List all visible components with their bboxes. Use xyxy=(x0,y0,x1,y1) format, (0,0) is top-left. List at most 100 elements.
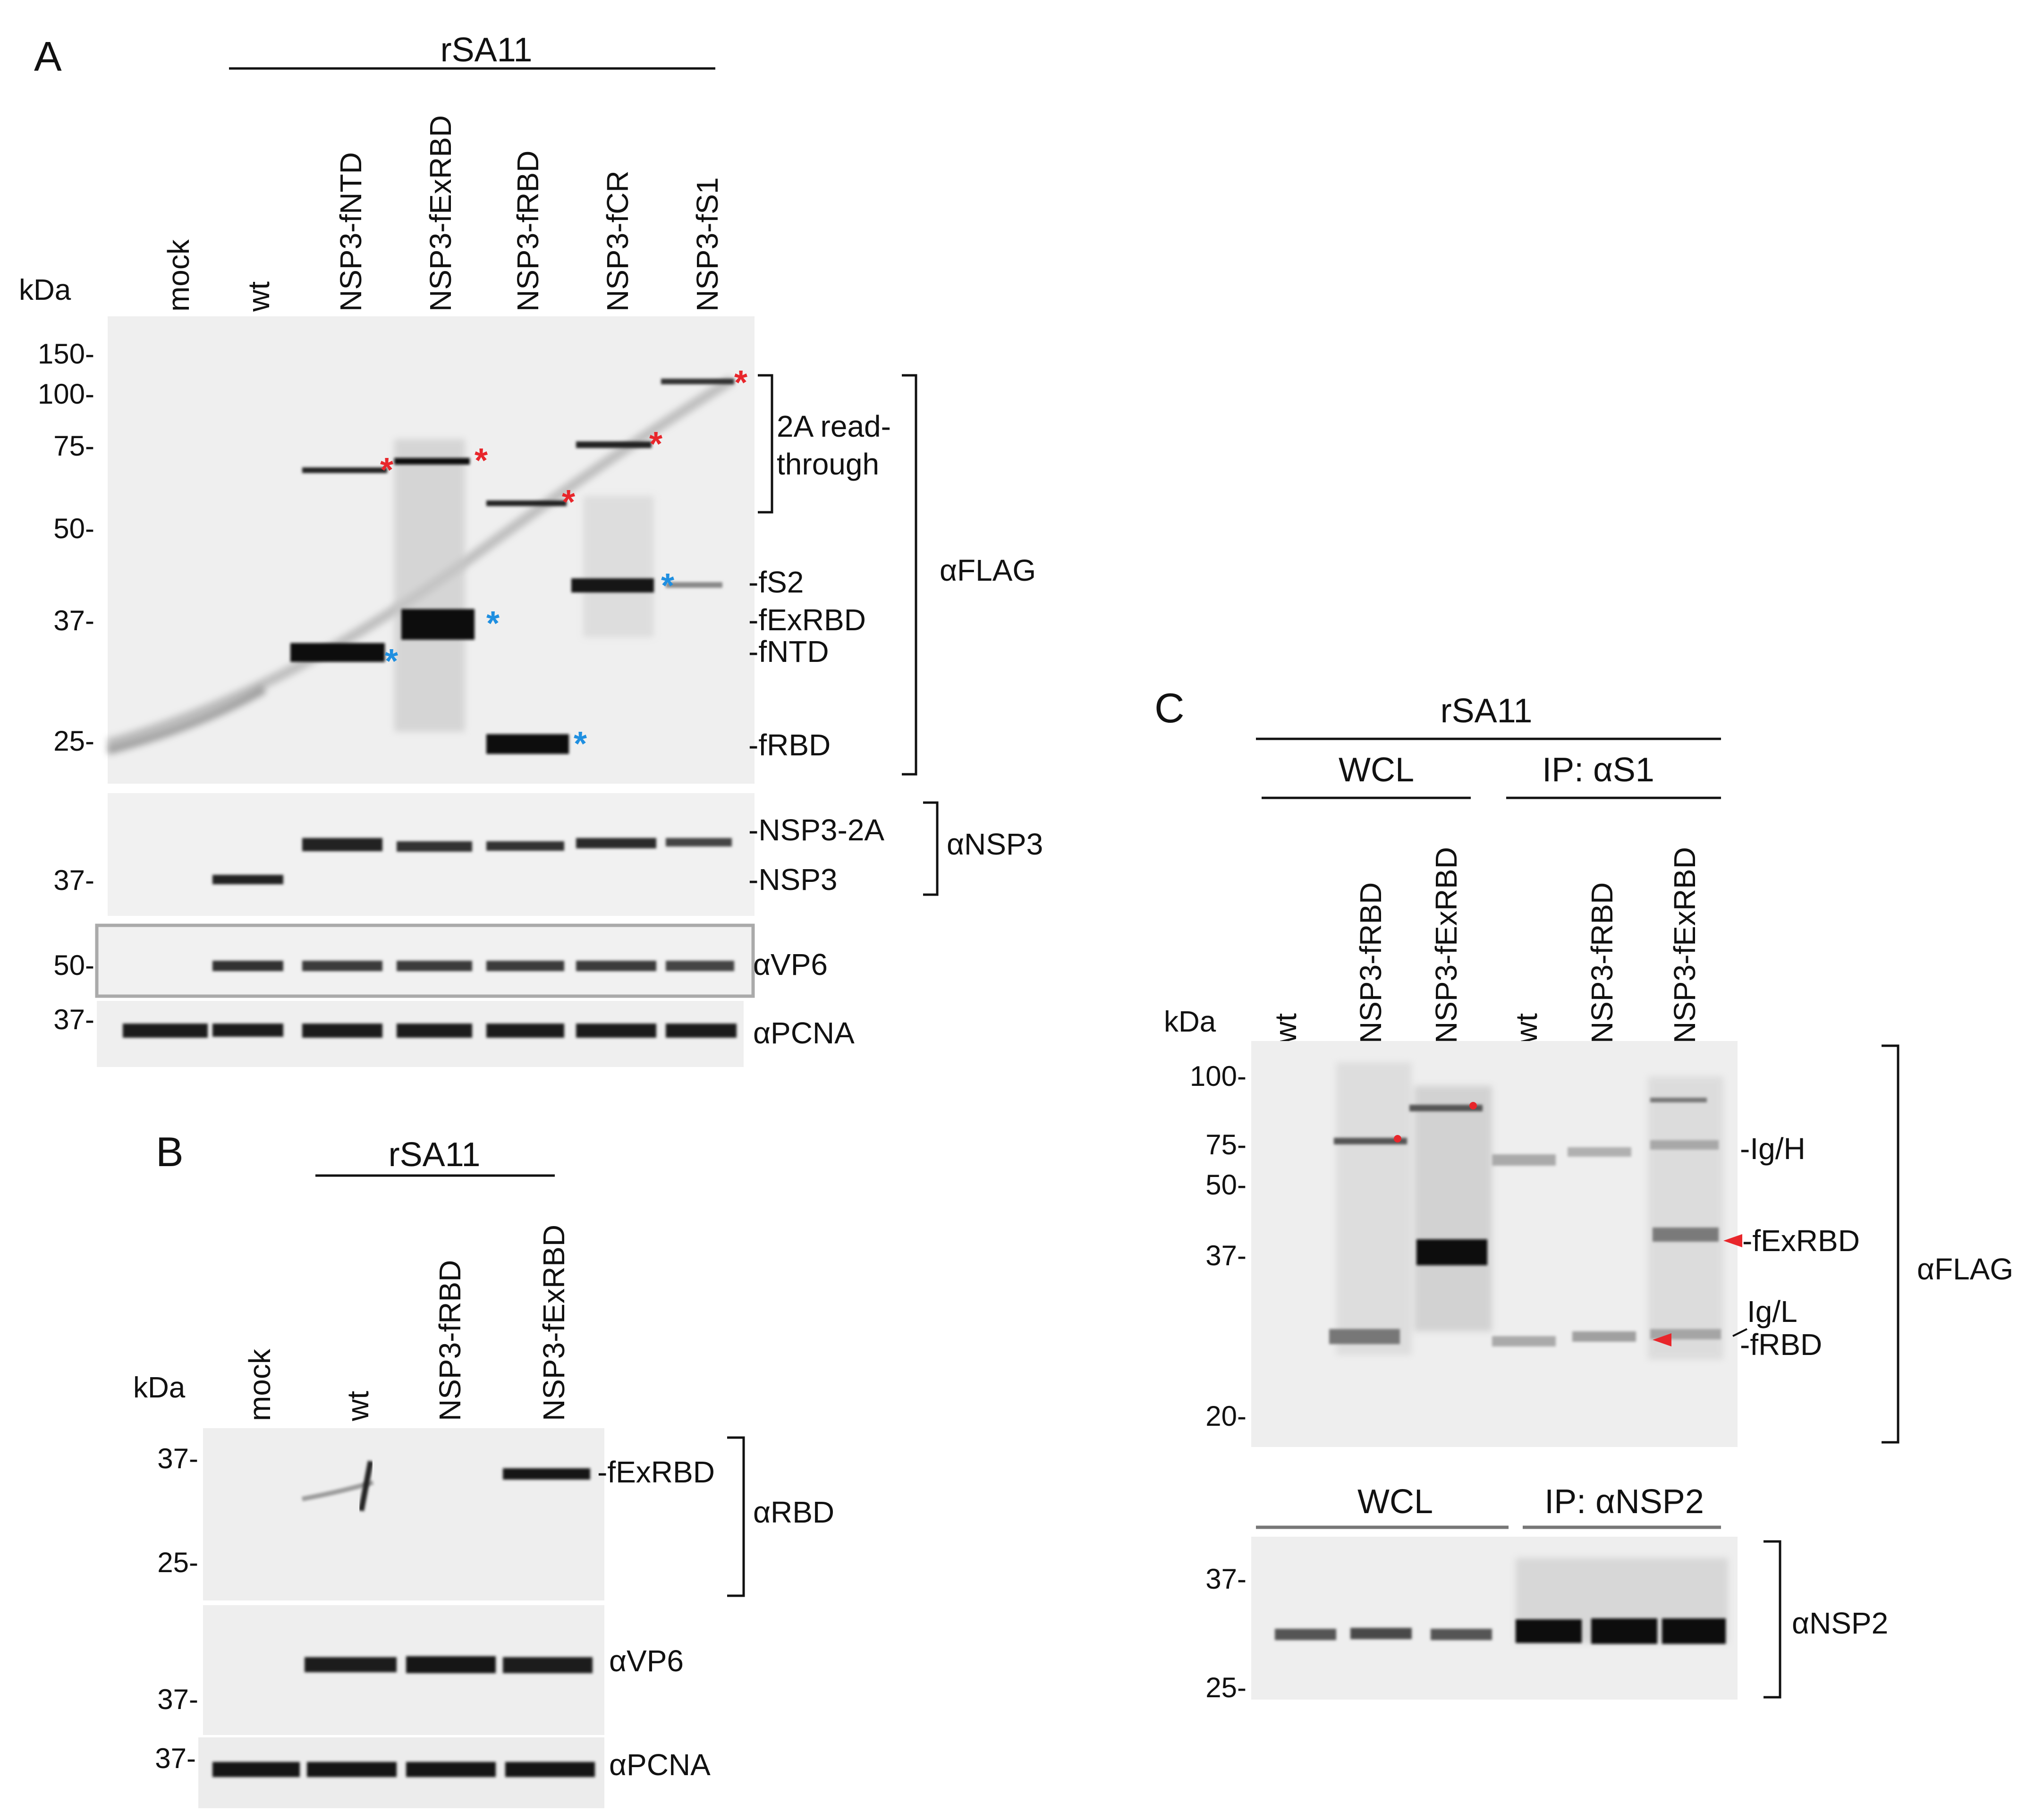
lane-label-wt: wt xyxy=(242,281,276,312)
panel-a-group-label: rSA11 xyxy=(441,31,533,69)
readthrough-dot xyxy=(1469,1102,1477,1109)
band-label-nsp3: -NSP3 xyxy=(748,863,838,897)
nsp2-bracket xyxy=(1764,1540,1781,1699)
lane-label-nsp3-frbd: NSP3-fRBD xyxy=(511,151,545,312)
rbd-bracket xyxy=(727,1436,745,1597)
panel-a-vp6-blot xyxy=(95,923,755,998)
lane-label-nsp3-fexrbd: NSP3-fExRBD xyxy=(537,1225,571,1421)
panel-a-lane-labels: mock wt NSP3-fNTD NSP3-fExRBD NSP3-fRBD … xyxy=(161,115,724,312)
panel-c: C rSA11 WCL IP: αS1 wt NSP3-fRBD NSP3-fE… xyxy=(1154,685,2013,1703)
arrowhead-marker xyxy=(1653,1333,1671,1346)
mw-marker: 50- xyxy=(1205,1169,1246,1201)
mw-marker: 25- xyxy=(1205,1672,1246,1703)
antibody-label-pcna: αPCNA xyxy=(609,1748,711,1782)
lane-label-wt: wt xyxy=(341,1391,375,1422)
mw-marker: 37- xyxy=(53,1004,94,1035)
antibody-label-rbd: αRBD xyxy=(753,1495,834,1529)
mw-marker: 75- xyxy=(53,430,94,462)
panel-b: B rSA11 mock wt NSP3-fRBD NSP3-fExRBD kD… xyxy=(133,1128,834,1808)
lane-label-nsp3-frbd: NSP3-fRBD xyxy=(433,1260,467,1421)
panel-b-group-label: rSA11 xyxy=(389,1136,481,1174)
readthrough-label-line2: through xyxy=(777,447,879,481)
band-label-fexrbd: -fExRBD xyxy=(1742,1224,1860,1258)
lane-label-nsp3-fexrbd: NSP3-fExRBD xyxy=(1668,847,1702,1043)
lane-label-nsp3-fcr: NSP3-fCR xyxy=(601,170,635,312)
lane-label-wt: wt xyxy=(1269,1013,1303,1044)
mw-marker: 150- xyxy=(38,338,94,370)
panel-c-lower-ip-label: IP: αNSP2 xyxy=(1544,1483,1704,1521)
readthrough-label-line1: 2A read- xyxy=(777,409,891,443)
readthrough-star: * xyxy=(380,451,393,489)
panel-c-ip-s1-label: IP: αS1 xyxy=(1542,751,1654,789)
band-label-nsp3-2a: -NSP3-2A xyxy=(748,813,884,847)
mw-marker: 37- xyxy=(53,864,94,896)
product-star: * xyxy=(486,605,500,643)
readthrough-dot xyxy=(1394,1135,1401,1143)
band-label-frbd: -fRBD xyxy=(1740,1328,1822,1362)
mw-marker: 100- xyxy=(1190,1060,1246,1092)
panel-c-flag-blot xyxy=(1251,1041,1742,1447)
readthrough-bracket xyxy=(758,374,773,514)
panel-b-letter: B xyxy=(156,1128,184,1175)
panel-b-rbd-blot xyxy=(203,1428,604,1600)
readthrough-star: * xyxy=(649,425,662,463)
lane-label-nsp3-frbd: NSP3-fRBD xyxy=(1354,882,1388,1043)
panel-b-lane-labels: mock wt NSP3-fRBD NSP3-fExRBD xyxy=(243,1225,571,1422)
antibody-label-vp6: αVP6 xyxy=(609,1644,684,1678)
antibody-label-flag: αFLAG xyxy=(940,553,1036,587)
panel-b-pcna-blot xyxy=(198,1737,604,1808)
nsp3-bracket xyxy=(923,801,939,896)
mw-marker: 75- xyxy=(1205,1129,1246,1160)
panel-a: A rSA11 mock wt NSP3-fNTD NSP3-fExRBD NS… xyxy=(19,31,1043,1067)
panel-a-pcna-blot xyxy=(97,1001,744,1067)
product-star: * xyxy=(661,567,674,605)
antibody-label-pcna: αPCNA xyxy=(753,1016,855,1050)
mw-marker: 37- xyxy=(1205,1563,1246,1595)
mw-marker: 37- xyxy=(53,605,94,636)
lane-label-nsp3-fexrbd: NSP3-fExRBD xyxy=(1429,847,1463,1043)
mw-marker: 50- xyxy=(53,513,94,544)
panel-c-letter: C xyxy=(1154,685,1185,731)
mw-marker: 37- xyxy=(157,1443,198,1474)
band-label-ig-l: Ig/L xyxy=(1747,1295,1798,1329)
readthrough-star: * xyxy=(734,364,747,402)
lane-label-mock: mock xyxy=(161,239,195,312)
product-star: * xyxy=(385,643,398,680)
panel-a-flag-blot: * * * * * * * * * xyxy=(106,316,755,784)
panel-b-kda-label: kDa xyxy=(133,1371,186,1404)
panel-a-nsp3-blot xyxy=(108,793,755,916)
lane-label-wt: wt xyxy=(1509,1013,1543,1044)
band-label-ig-h: -Ig/H xyxy=(1740,1132,1806,1166)
panel-a-flag-mw: 150- 100- 75- 50- 37- 25- xyxy=(38,338,94,757)
panel-c-group-label: rSA11 xyxy=(1441,692,1533,730)
readthrough-star: * xyxy=(475,442,488,480)
product-star: * xyxy=(574,725,587,763)
panel-c-lane-labels: wt NSP3-fRBD NSP3-fExRBD wt NSP3-fRBD NS… xyxy=(1269,847,1702,1044)
flag-bracket xyxy=(1882,1044,1899,1444)
lane-label-nsp3-frbd: NSP3-fRBD xyxy=(1585,882,1619,1043)
antibody-label-nsp2: αNSP2 xyxy=(1792,1606,1888,1640)
antibody-label-nsp3: αNSP3 xyxy=(947,827,1043,861)
ig-l-leader xyxy=(1732,1328,1747,1337)
mw-marker: 50- xyxy=(53,949,94,981)
panel-a-letter: A xyxy=(34,33,62,80)
band-label-frbd: -fRBD xyxy=(748,728,831,762)
panel-c-nsp2-blot xyxy=(1251,1537,1738,1700)
mw-marker: 25- xyxy=(157,1547,198,1578)
mw-marker: 37- xyxy=(155,1743,196,1774)
flag-bracket xyxy=(902,374,917,776)
panel-b-vp6-blot xyxy=(203,1605,604,1735)
band-label-fexrbd: -fExRBD xyxy=(597,1455,715,1489)
panel-a-kda-label: kDa xyxy=(19,274,71,306)
mw-marker: 37- xyxy=(1205,1240,1246,1271)
lane-label-mock: mock xyxy=(243,1348,277,1421)
mw-marker: 37- xyxy=(157,1684,198,1715)
panel-c-kda-label: kDa xyxy=(1164,1006,1216,1038)
mw-marker: 20- xyxy=(1205,1400,1246,1432)
readthrough-star: * xyxy=(562,483,575,521)
lane-label-nsp3-fexrbd: NSP3-fExRBD xyxy=(424,115,458,312)
band-label-fs2: -fS2 xyxy=(748,565,804,599)
band-label-fexrbd: -fExRBD xyxy=(748,603,866,637)
arrowhead-marker xyxy=(1723,1234,1742,1247)
